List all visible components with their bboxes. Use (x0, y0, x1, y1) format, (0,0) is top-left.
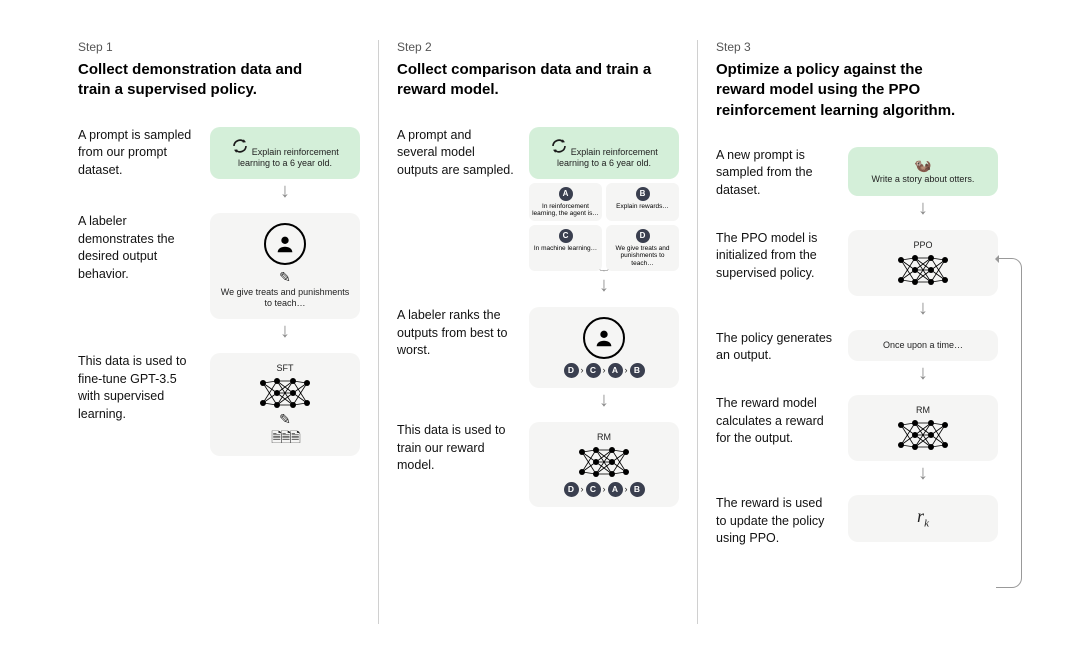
step2-r2-desc: A labeler ranks the outputs from best to… (397, 307, 515, 360)
reward-formula: rk (917, 506, 929, 526)
step3-row1: A new prompt is sampled from the dataset… (716, 147, 998, 220)
prompt-box: 🦦 Write a story about otters. (848, 147, 998, 196)
pencil-icon: ✎ (218, 411, 352, 429)
model-outputs-grid: AIn reinforcement learning, the agent is… (529, 183, 679, 271)
arrow-icon: ↓ (918, 298, 928, 318)
step3-row3: The policy generates an output. Once upo… (716, 330, 998, 385)
step3-r4-desc: The reward model calculates a reward for… (716, 395, 834, 448)
step1-r1-desc: A prompt is sampled from our prompt data… (78, 127, 196, 180)
rm-box: RM (848, 395, 998, 461)
arrow-icon: ↓ (918, 198, 928, 218)
ranking-display: D›C›A›B (537, 482, 671, 497)
step3-r2-desc: The PPO model is initialized from the su… (716, 230, 834, 283)
prompt-text: Explain reinforcement learning to a 6 ye… (557, 147, 658, 168)
labeler-rank-box: D›C›A›B (529, 307, 679, 388)
output-c: CIn machine learning… (529, 225, 602, 270)
step2-title: Collect comparison data and train a rewa… (397, 60, 657, 101)
neural-net-icon (895, 419, 951, 451)
step2-column: Step 2 Collect comparison data and train… (378, 40, 697, 624)
neural-net-icon (257, 377, 313, 409)
step2-row3: This data is used to train our reward mo… (397, 422, 679, 507)
step1-row1: A prompt is sampled from our prompt data… (78, 127, 360, 204)
prompt-text: Write a story about otters. (872, 174, 975, 184)
step1-row2: A labeler demonstrates the desired outpu… (78, 213, 360, 343)
reward-box: rk (848, 495, 998, 541)
arrow-icon: ↓ (918, 463, 928, 483)
step2-row1: A prompt and several model outputs are s… (397, 127, 679, 298)
step1-title: Collect demonstration data and train a s… (78, 60, 338, 101)
step3-column: Step 3 Optimize a policy against the rew… (697, 40, 1016, 624)
step3-r1-desc: A new prompt is sampled from the dataset… (716, 147, 834, 200)
documents-icon: 🗎🗎🗎 (218, 429, 352, 447)
step2-r1-desc: A prompt and several model outputs are s… (397, 127, 515, 180)
arrow-icon: ↓ (599, 275, 609, 295)
output-b: BExplain rewards… (606, 183, 679, 221)
neural-net-icon (895, 254, 951, 286)
step2-row2: A labeler ranks the outputs from best to… (397, 307, 679, 412)
sample-icon (550, 137, 568, 155)
arrow-icon: ↓ (280, 181, 290, 201)
sample-icon (231, 137, 249, 155)
rm-box: RM D›C›A›B (529, 422, 679, 507)
user-icon (583, 317, 625, 359)
step1-r3-desc: This data is used to fine-tune GPT-3.5 w… (78, 353, 196, 423)
step3-row4: The reward model calculates a reward for… (716, 395, 998, 485)
step3-row5: The reward is used to update the policy … (716, 495, 998, 548)
step1-row3: This data is used to fine-tune GPT-3.5 w… (78, 353, 360, 456)
prompt-box: Explain reinforcement learning to a 6 ye… (529, 127, 679, 180)
arrow-icon: ↓ (918, 363, 928, 383)
sft-box: SFT ✎ 🗎🗎🗎 (210, 353, 360, 456)
output-d: DWe give treats and punishments to teach… (606, 225, 679, 270)
arrow-icon: ↓ (280, 321, 290, 341)
output-box: Once upon a time… (848, 330, 998, 361)
output-a: AIn reinforcement learning, the agent is… (529, 183, 602, 221)
rm-label: RM (856, 405, 990, 416)
labeler-output: We give treats and punishments to teach… (221, 287, 349, 308)
step3-label: Step 3 (716, 40, 998, 54)
feedback-loop-arrow (996, 258, 1022, 588)
user-icon (264, 223, 306, 265)
arrow-icon: ↓ (599, 390, 609, 410)
step1-r2-desc: A labeler demonstrates the desired outpu… (78, 213, 196, 283)
step3-row2: The PPO model is initialized from the su… (716, 230, 998, 320)
ppo-label: PPO (856, 240, 990, 251)
otter-icon: 🦦 (914, 157, 931, 173)
step3-r3-desc: The policy generates an output. (716, 330, 834, 365)
ppo-box: PPO (848, 230, 998, 296)
step2-label: Step 2 (397, 40, 679, 54)
ranking-display: D›C›A›B (537, 363, 671, 378)
step1-label: Step 1 (78, 40, 360, 54)
step3-r5-desc: The reward is used to update the policy … (716, 495, 834, 548)
labeler-box: ✎ We give treats and punishments to teac… (210, 213, 360, 319)
step2-r3-desc: This data is used to train our reward mo… (397, 422, 515, 475)
neural-net-icon (576, 446, 632, 478)
step3-title: Optimize a policy against the reward mod… (716, 60, 976, 121)
prompt-text: Explain reinforcement learning to a 6 ye… (238, 147, 339, 168)
generated-output: Once upon a time… (883, 340, 963, 350)
rm-label: RM (537, 432, 671, 443)
step1-column: Step 1 Collect demonstration data and tr… (60, 40, 378, 624)
prompt-box: Explain reinforcement learning to a 6 ye… (210, 127, 360, 180)
pencil-icon: ✎ (279, 269, 291, 285)
sft-label: SFT (218, 363, 352, 374)
